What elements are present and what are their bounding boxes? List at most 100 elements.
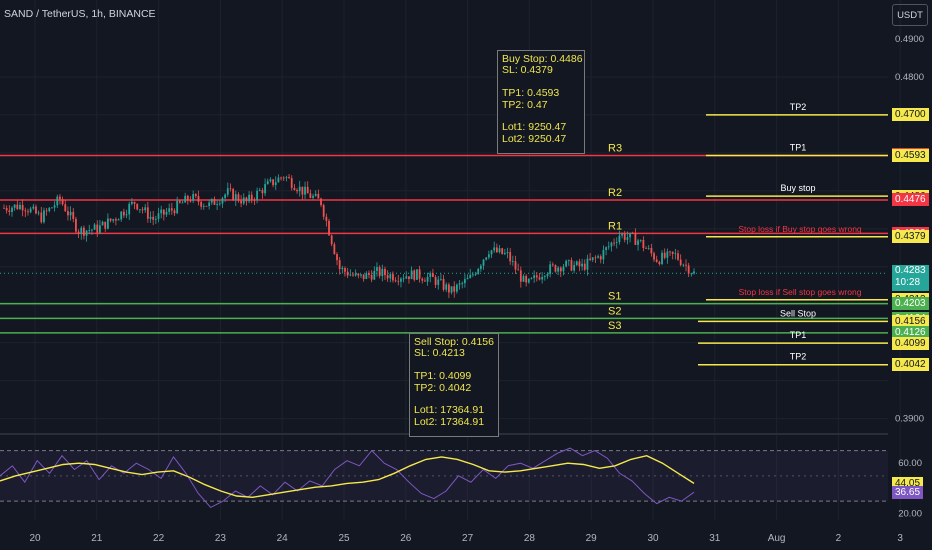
price-axis[interactable]: 0.4900 0.4800 0.3900 60.00 20.00 (895, 34, 924, 520)
candle-body (301, 186, 304, 195)
candle-body (522, 275, 525, 282)
candle-body (530, 277, 533, 279)
candle-body (546, 274, 549, 277)
annotation-line: SL: 0.4213 (414, 347, 465, 360)
time-tick: 23 (215, 533, 227, 544)
candle-body (69, 211, 72, 216)
rsi-value-tag: 36.65 (892, 486, 924, 500)
candle-body (482, 259, 485, 266)
level-label-s3: S3 (608, 320, 621, 332)
candle-body (386, 275, 389, 279)
time-tick: 2 (836, 533, 842, 544)
annotation-line: SL: 0.4379 (502, 64, 553, 77)
candle-body (495, 247, 498, 253)
candle-body (32, 206, 35, 209)
candle-body (248, 194, 250, 202)
time-tick: 24 (277, 533, 289, 544)
candle-body (573, 265, 576, 271)
candle-body (205, 205, 208, 207)
candle-body (599, 256, 602, 260)
candle-body (208, 202, 211, 207)
candle-body (610, 242, 613, 247)
candle-body (290, 178, 293, 188)
candle-body (474, 274, 477, 275)
candle-body (389, 274, 392, 279)
candle-body (56, 196, 59, 206)
candle-body (43, 210, 45, 223)
candle-body (658, 261, 661, 265)
candle-body (455, 284, 458, 292)
candle-body (72, 211, 75, 219)
candle-body (280, 177, 282, 179)
candle-body (381, 268, 384, 277)
candle-body (418, 269, 421, 279)
candle-body (493, 247, 496, 251)
candle-body (458, 283, 461, 285)
annotation-line: Buy Stop: 0.4486 (502, 53, 583, 65)
candle-body (109, 218, 112, 221)
candle-body (256, 190, 258, 200)
candle-body (197, 196, 200, 202)
candle-body (250, 194, 253, 200)
candle-body (583, 263, 586, 270)
candle-body (61, 199, 64, 205)
candle-body (59, 196, 61, 200)
candle-body (160, 209, 163, 214)
candle-body (533, 275, 536, 278)
candle-body (5, 208, 8, 211)
candle-body (650, 247, 653, 254)
candle-body (421, 278, 424, 281)
candle-body (559, 267, 562, 272)
candle-body (626, 237, 629, 240)
candle-body (325, 216, 328, 221)
candle-body (136, 203, 139, 210)
candle-body (234, 194, 237, 201)
candle-body (461, 283, 464, 284)
rsi-tick: 20.00 (898, 509, 922, 520)
annotation-line: Lot2: 9250.47 (502, 132, 567, 145)
candle-body (634, 233, 637, 245)
candle-body (224, 194, 227, 199)
candle-body (551, 264, 554, 266)
time-tick: 25 (338, 533, 350, 544)
price-tag: 0.4700 (892, 108, 929, 122)
candle-body (146, 207, 149, 219)
candle-body (368, 273, 370, 275)
candle-body (144, 207, 147, 211)
time-tick: 3 (897, 533, 903, 544)
target-label: TP1 (790, 330, 807, 340)
candle-body (370, 274, 373, 280)
candle-body (362, 274, 365, 279)
symbol-title[interactable]: SAND / TetherUS, 1h, BINANCE (4, 8, 156, 20)
candle-body (357, 273, 360, 276)
candle-body (277, 177, 280, 183)
candle-body (669, 251, 671, 253)
candle-body (141, 209, 144, 211)
candlestick-series (3, 174, 695, 299)
candle-body (567, 260, 570, 261)
candle-body (405, 276, 408, 279)
candle-body (296, 189, 298, 192)
candle-body (687, 265, 690, 274)
candle-body (8, 210, 11, 212)
candle-body (3, 207, 5, 209)
candle-body (498, 248, 501, 253)
level-label-r1: R1 (608, 220, 622, 232)
candle-body (13, 204, 16, 208)
candle-body (269, 179, 272, 182)
candle-body (471, 274, 474, 276)
candle-body (570, 260, 573, 271)
candle-body (64, 204, 67, 212)
buy-annotation-box: Buy Stop: 0.4486 SL: 0.4379 TP1: 0.4593 TP… (497, 50, 585, 154)
candle-body (690, 273, 693, 275)
candle-body (53, 205, 56, 208)
candle-body (96, 224, 99, 233)
candle-body (112, 219, 115, 221)
time-axis[interactable]: 20 21 22 23 24 25 26 27 28 29 30 31 Aug 2 3 (29, 533, 903, 544)
candle-body (45, 210, 48, 212)
candle-body (178, 200, 181, 203)
candle-body (543, 276, 546, 278)
currency-button[interactable]: USDT (892, 4, 928, 26)
candle-body (149, 216, 152, 219)
